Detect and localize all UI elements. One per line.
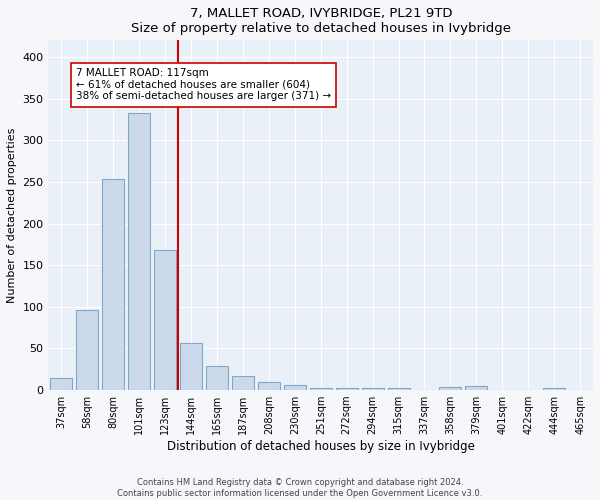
Bar [439,387,461,390]
Bar [206,366,228,390]
Bar [232,376,254,390]
Bar [128,112,150,390]
Y-axis label: Number of detached properties: Number of detached properties [7,128,17,303]
Bar [362,388,383,390]
Bar [543,388,565,390]
Bar [466,386,487,390]
Text: 7 MALLET ROAD: 117sqm
← 61% of detached houses are smaller (604)
38% of semi-det: 7 MALLET ROAD: 117sqm ← 61% of detached … [76,68,331,102]
Bar [284,385,306,390]
Bar [154,250,176,390]
Bar [258,382,280,390]
Bar [50,378,73,390]
Bar [388,388,410,390]
Bar [76,310,98,390]
Title: 7, MALLET ROAD, IVYBRIDGE, PL21 9TD
Size of property relative to detached houses: 7, MALLET ROAD, IVYBRIDGE, PL21 9TD Size… [131,7,511,35]
Text: Contains HM Land Registry data © Crown copyright and database right 2024.
Contai: Contains HM Land Registry data © Crown c… [118,478,482,498]
Bar [180,342,202,390]
Bar [335,388,358,390]
X-axis label: Distribution of detached houses by size in Ivybridge: Distribution of detached houses by size … [167,440,475,453]
Bar [310,388,332,390]
Bar [102,180,124,390]
